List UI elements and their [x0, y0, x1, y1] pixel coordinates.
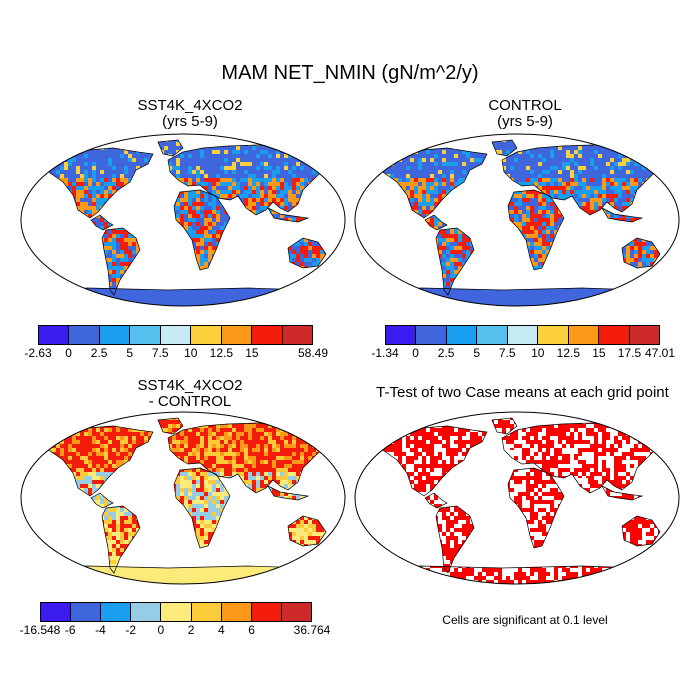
colorbar-tick-label: 15 [245, 346, 259, 360]
colorbar-sst4k [38, 325, 313, 345]
colorbar-tick-label: -2.63 [24, 346, 52, 360]
colorbar-tick-label: 2.5 [437, 346, 455, 360]
colorbar-swatch [446, 326, 478, 344]
map-border [20, 411, 346, 585]
colorbar-tick-label: 4 [217, 623, 225, 637]
colorbar-tick-label: 47.01 [644, 346, 676, 360]
map-diff [20, 411, 346, 585]
panel-title-sst4k-line1: SST4K_4XCO2 [137, 97, 243, 114]
colorbar-tick-label: 10 [184, 346, 198, 360]
colorbar-diff [40, 602, 312, 622]
colorbar-swatch [130, 326, 161, 344]
colorbar-swatch [131, 603, 162, 621]
colorbar-swatch [538, 326, 569, 344]
colorbar-tick-label: 2.5 [90, 346, 108, 360]
panel-title-sst4k: SST4K_4XCO2 (yrs 5-9) [40, 98, 340, 130]
colorbar-tick-label: 6 [248, 623, 255, 637]
colorbar-tick-label: 7.5 [151, 346, 169, 360]
colorbar-swatch [629, 326, 659, 344]
colorbar-tick-label: 0 [65, 346, 72, 360]
colorbar-tick-label: 5 [126, 346, 133, 360]
panel-title-sst4k-line2: (yrs 5-9) [162, 113, 218, 130]
colorbar-swatch [161, 603, 192, 621]
colorbar-swatch [282, 326, 312, 344]
panel-title-control-line1: CONTROL [488, 97, 562, 114]
colorbar-tick-label: 10 [531, 346, 545, 360]
colorbar-tick-label: 2 [187, 623, 195, 637]
colorbar-swatch [251, 603, 282, 621]
colorbar-swatch [386, 326, 417, 344]
colorbar-swatch [507, 326, 539, 344]
colorbar-swatch [477, 326, 508, 344]
panel-title-control-line2: (yrs 5-9) [497, 113, 553, 130]
colorbar-control [385, 325, 660, 345]
panel-title-diff: SST4K_4XCO2 - CONTROL [40, 378, 340, 410]
colorbar-tick-label: 7.5 [498, 346, 516, 360]
colorbar-swatch [252, 326, 283, 344]
colorbar-swatch [101, 603, 132, 621]
colorbar-swatch [71, 603, 102, 621]
land-field [43, 140, 336, 306]
map-control [354, 133, 680, 307]
colorbar-swatch [41, 603, 72, 621]
colorbar-tick-label: 12.5 [209, 346, 234, 360]
colorbar-tick-label: -2 [125, 623, 136, 637]
colorbar-tick-label: 5 [473, 346, 480, 360]
colorbar-swatch [568, 326, 600, 344]
map-border [354, 411, 680, 585]
significance-note: Cells are significant at 0.1 level [442, 613, 608, 627]
map-ttest [354, 411, 680, 585]
map-border [354, 133, 680, 307]
colorbar-swatch [221, 326, 253, 344]
panel-title-ttest: T-Test of two Case means at each grid po… [376, 384, 669, 401]
colorbar-tick-label: -1.34 [371, 346, 399, 360]
colorbar-swatch [69, 326, 100, 344]
colorbar-tick-label: 0 [157, 623, 165, 637]
colorbar-swatch [221, 603, 252, 621]
figure-title: MAM NET_NMIN (gN/m^2/y) [221, 62, 479, 84]
colorbar-swatch [416, 326, 447, 344]
panel-title-diff-line1: SST4K_4XCO2 [137, 377, 243, 394]
colorbar-tick-label: -4 [95, 623, 106, 637]
colorbar-tick-label: 58.49 [297, 346, 329, 360]
land-field [43, 418, 336, 584]
colorbar-swatch [599, 326, 630, 344]
colorbar-swatch [191, 603, 222, 621]
colorbar-swatch [191, 326, 222, 344]
colorbar-tick-label: 15 [592, 346, 606, 360]
colorbar-tick-label: 17.5 [617, 346, 642, 360]
panel-title-diff-line2: - CONTROL [148, 393, 232, 410]
colorbar-swatch [160, 326, 192, 344]
panel-title-control: CONTROL (yrs 5-9) [375, 98, 675, 130]
colorbar-tick-label: 0 [412, 346, 419, 360]
colorbar-tick-label: -6 [64, 623, 76, 637]
colorbar-swatch [281, 603, 311, 621]
colorbar-tick-label: 12.5 [556, 346, 581, 360]
colorbar-tick-label: 36.764 [293, 623, 331, 637]
map-sst4k [20, 133, 346, 307]
land-field [377, 140, 670, 306]
land-field [377, 418, 670, 584]
colorbar-swatch [39, 326, 70, 344]
map-border [20, 133, 346, 307]
colorbar-tick-label: -16.548 [19, 623, 61, 637]
colorbar-swatch [99, 326, 131, 344]
